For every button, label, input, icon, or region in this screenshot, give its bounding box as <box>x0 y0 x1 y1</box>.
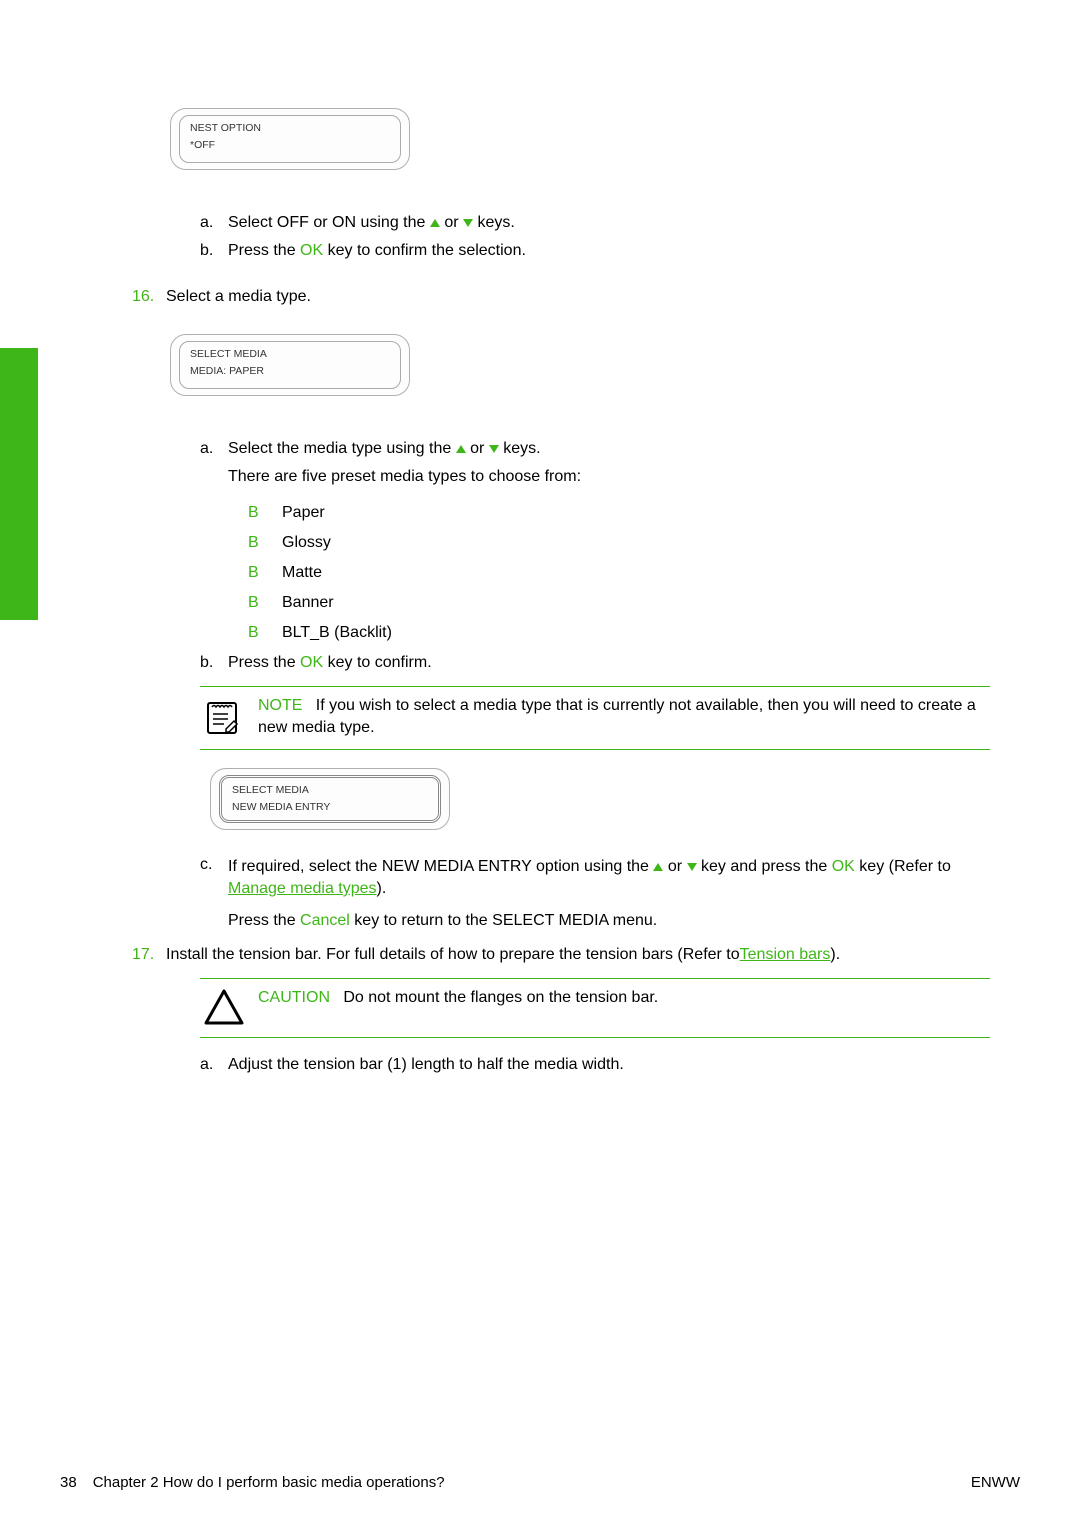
down-arrow-icon <box>489 445 499 453</box>
down-arrow-icon <box>463 219 473 227</box>
number: 17. <box>132 946 166 964</box>
up-arrow-icon <box>430 219 440 227</box>
list-item: BGlossy <box>248 534 990 552</box>
up-arrow-icon <box>456 445 466 453</box>
step-b-press-ok-2: b. Press the OK key to confirm. <box>200 654 990 672</box>
caution-block: CAUTION Do not mount the flanges on the … <box>200 978 990 1038</box>
caution-text: Do not mount the flanges on the tension … <box>343 989 658 1006</box>
tension-bars-link[interactable]: Tension bars <box>740 946 831 963</box>
text: Press the Cancel key to return to the SE… <box>228 912 657 930</box>
step-b-press-ok: b. Press the OK key to confirm the selec… <box>200 242 990 260</box>
lcd-nest-option: NEST OPTION *OFF <box>170 108 410 170</box>
footer-right: ENWW <box>971 1474 1020 1491</box>
lcd2-line1: SELECT MEDIA <box>190 346 390 363</box>
list-item: BMatte <box>248 564 990 582</box>
letter: a. <box>200 214 228 232</box>
lcd-select-media: SELECT MEDIA MEDIA: PAPER <box>170 334 410 396</box>
letter: c. <box>200 856 228 874</box>
caution-icon <box>200 987 258 1027</box>
text: Select OFF or ON using the or keys. <box>228 214 515 232</box>
step-a-sub: There are five preset media types to cho… <box>228 468 990 486</box>
page-footer: 38 Chapter 2 How do I perform basic medi… <box>60 1474 1020 1491</box>
letter: b. <box>200 654 228 672</box>
note-text: If you wish to select a media type that … <box>258 697 976 736</box>
text: Select the media type using the or keys. <box>228 440 541 458</box>
number: 16. <box>132 288 166 306</box>
lcd1-line1: NEST OPTION <box>190 120 390 137</box>
side-tab <box>0 348 38 620</box>
media-type-list: BPaper BGlossy BMatte BBanner BBLT_B (Ba… <box>248 504 990 642</box>
text: Install the tension bar. For full detail… <box>166 946 840 964</box>
list-item: BPaper <box>248 504 990 522</box>
text: Select a media type. <box>166 288 311 306</box>
step-16: 16. Select a media type. <box>132 288 990 306</box>
note-label: NOTE <box>258 697 302 714</box>
up-arrow-icon <box>653 863 663 871</box>
step-c: c. If required, select the NEW MEDIA ENT… <box>200 856 990 900</box>
caution-label: CAUTION <box>258 989 330 1006</box>
text: Adjust the tension bar (1) length to hal… <box>228 1056 624 1074</box>
lcd-new-media-entry: SELECT MEDIA NEW MEDIA ENTRY <box>210 768 450 830</box>
lcd3-line2: NEW MEDIA ENTRY <box>232 799 428 816</box>
lcd3-line1: SELECT MEDIA <box>232 782 428 799</box>
side-tab-line1: How do I perform basic media <box>38 348 54 614</box>
side-tab-label: How do I perform basic media operations? <box>38 348 70 620</box>
text: Press the OK key to confirm the selectio… <box>228 242 526 260</box>
step-c-sub: Press the Cancel key to return to the SE… <box>228 912 990 930</box>
letter: a. <box>200 440 228 458</box>
letter: a. <box>200 1056 228 1074</box>
step-17: 17. Install the tension bar. For full de… <box>132 946 990 964</box>
manage-media-types-link[interactable]: Manage media types <box>228 880 377 897</box>
list-item: BBLT_B (Backlit) <box>248 624 990 642</box>
chapter-title: Chapter 2 How do I perform basic media o… <box>93 1474 445 1491</box>
down-arrow-icon <box>687 863 697 871</box>
text: Press the OK key to confirm. <box>228 654 432 672</box>
note-icon <box>200 695 258 739</box>
lcd2-line2: MEDIA: PAPER <box>190 363 390 380</box>
step-a-adjust: a. Adjust the tension bar (1) length to … <box>200 1056 990 1074</box>
lcd1-line2: *OFF <box>190 137 390 154</box>
step-a-select-off-on: a. Select OFF or ON using the or keys. <box>200 214 990 232</box>
page-number: 38 <box>60 1474 77 1491</box>
letter: b. <box>200 242 228 260</box>
side-tab-line2: operations? <box>54 348 70 614</box>
text: If required, select the NEW MEDIA ENTRY … <box>228 856 990 900</box>
list-item: BBanner <box>248 594 990 612</box>
note-block: NOTE If you wish to select a media type … <box>200 686 990 750</box>
step-a-select-media: a. Select the media type using the or ke… <box>200 440 990 458</box>
